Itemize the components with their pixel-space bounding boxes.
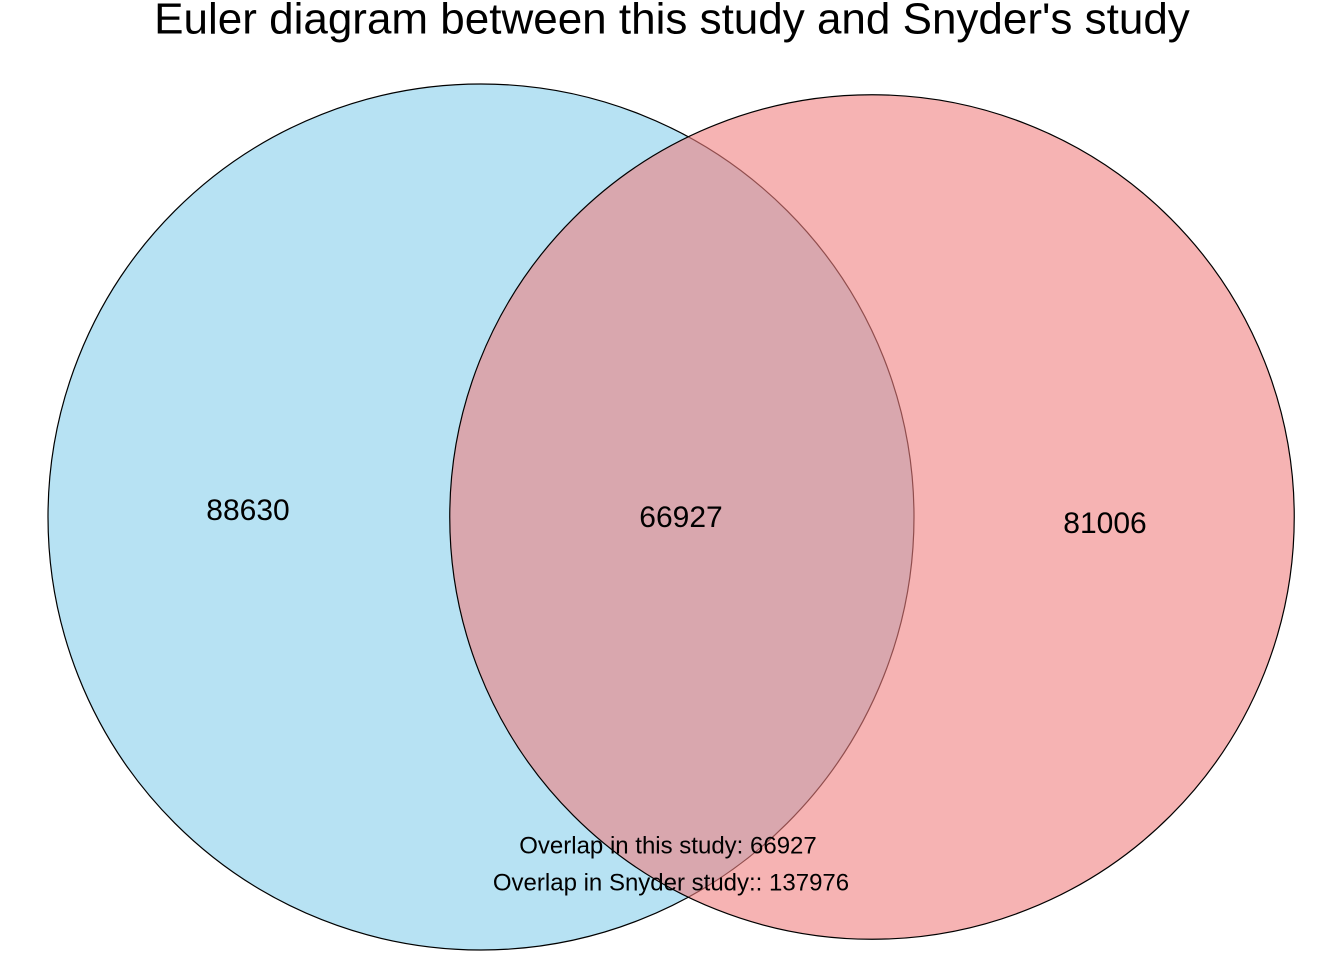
annotation: Overlap in this study: 66927 [519, 832, 817, 859]
sets [47, 83, 1295, 951]
chart-title: Euler diagram between this study and Sny… [154, 0, 1190, 44]
region-label: 81006 [1063, 507, 1146, 540]
set-circle [449, 94, 1295, 940]
region-label: 88630 [206, 494, 289, 527]
annotation: Overlap in Snyder study:: 137976 [493, 869, 849, 896]
region-label: 66927 [639, 501, 722, 534]
